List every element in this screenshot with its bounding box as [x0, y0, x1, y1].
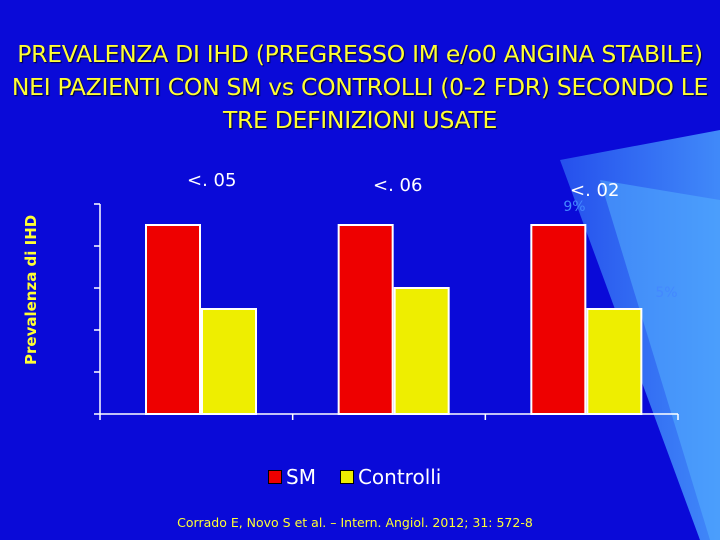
bar-sm-3	[530, 224, 587, 415]
slide-title: PREVALENZA DI IHD (PREGRESSO IM e/o0 ANG…	[11, 40, 709, 134]
bar-sm-1	[145, 224, 201, 415]
chart-legend: SM Controlli	[268, 465, 465, 489]
legend-swatch-sm	[268, 470, 282, 484]
legend-item-controlli: Controlli	[339, 465, 442, 489]
legend-label-controlli: Controlli	[357, 465, 442, 489]
p-value-group-1: <. 05	[187, 170, 237, 191]
citation-footer: Corrado E, Novo S et al. – Intern. Angio…	[177, 515, 533, 530]
legend-swatch-controlli	[339, 470, 354, 484]
p-value-group-2: <. 06	[373, 175, 423, 196]
bar-controlli-2	[393, 287, 450, 415]
p-value-group-3: <. 02	[570, 180, 620, 201]
bar-controlli-3	[586, 308, 643, 415]
bar-controlli-1	[201, 308, 257, 415]
legend-item-sm: SM	[268, 465, 316, 489]
data-label-controlli-3: 5%	[655, 285, 677, 301]
data-label-sm-3: 9%	[563, 199, 585, 215]
bar-sm-2	[337, 224, 394, 415]
legend-label-sm: SM	[286, 465, 316, 489]
